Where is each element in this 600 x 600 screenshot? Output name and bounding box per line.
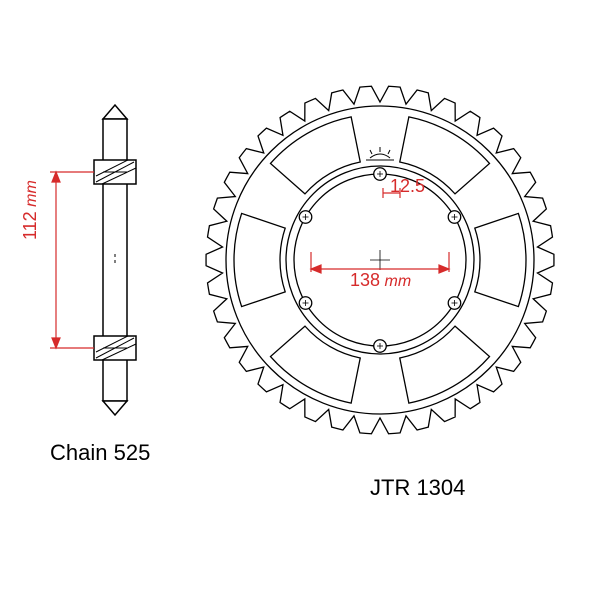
side-profile	[94, 105, 136, 415]
sprocket-geometry	[206, 86, 554, 434]
chain-label: Chain 525	[50, 440, 150, 466]
technical-drawing: 112 mm 138 mm 12.5 Chain 525 JTR 1304	[0, 0, 600, 600]
part-number-label: JTR 1304	[370, 475, 465, 501]
dim-138-label: 138 mm	[350, 270, 411, 291]
dim-112-label: 112 mm	[20, 180, 41, 240]
dim-12-5-value: 12.5	[390, 176, 425, 196]
dim-138-unit: mm	[385, 273, 412, 290]
dim-112-value: 112	[20, 211, 40, 240]
dim-138-value: 138	[350, 270, 380, 290]
drawing-svg	[0, 0, 600, 600]
dimension-112	[50, 172, 94, 348]
dim-112-unit: mm	[23, 180, 40, 207]
dim-12-5-label: 12.5	[390, 176, 425, 197]
